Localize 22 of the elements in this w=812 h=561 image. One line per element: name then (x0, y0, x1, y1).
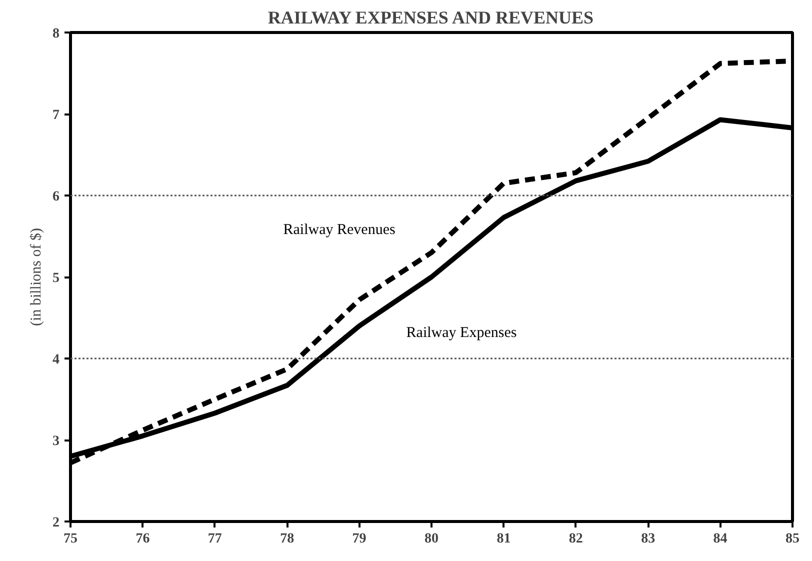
text: Railway Revenues (283, 222, 396, 238)
y-tick-label: 5 (52, 271, 60, 286)
y-tick-label: 2 (52, 516, 60, 530)
chart-title: RAILWAY EXPENSES AND REVENUES (268, 8, 594, 28)
x-tick-label: 79 (352, 532, 366, 546)
y-tick-label: 8 (52, 26, 60, 42)
x-tick-label: 77 (208, 532, 222, 546)
x-tick-label: 82 (568, 532, 583, 546)
x-tick-label: 80 (424, 532, 438, 546)
x-tick-label: 84 (713, 532, 728, 546)
y-tick-label: 7 (52, 108, 60, 123)
x-tick-label: 75 (64, 532, 78, 546)
y-axis-title: (in billions of $) (28, 228, 44, 326)
y-tick-label: 6 (52, 190, 60, 204)
x-tick-label: 78 (280, 532, 294, 546)
y-tick-label: 4 (52, 352, 60, 368)
x-tick-label: 85 (786, 532, 800, 546)
x-tick-label: 81 (496, 532, 511, 546)
x-tick-label: 76 (136, 532, 150, 546)
series-label: Railway Expenses (406, 325, 517, 341)
y-tick-label: 3 (52, 434, 60, 449)
x-tick-label: 83 (641, 532, 656, 546)
